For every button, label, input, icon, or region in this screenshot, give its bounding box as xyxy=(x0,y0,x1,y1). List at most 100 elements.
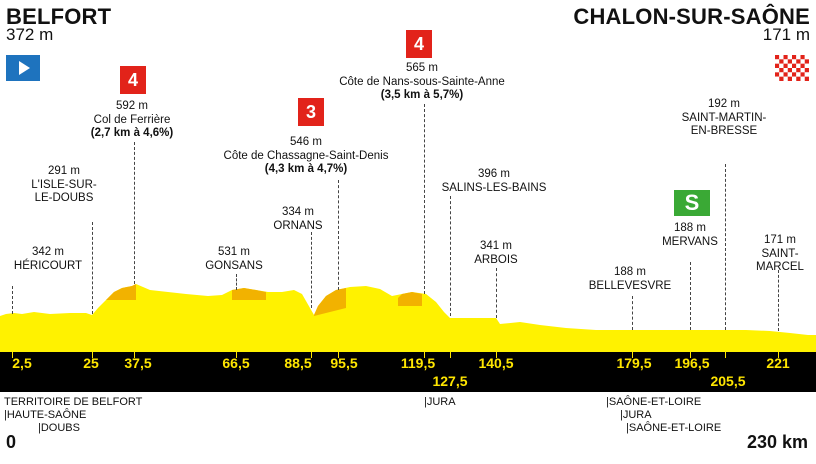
climb-chassagne xyxy=(314,288,346,316)
isle-altitude: 291 m xyxy=(48,165,80,177)
sprint-icon: S xyxy=(674,190,710,216)
nans-altitude: 565 m xyxy=(406,62,438,74)
km-tick xyxy=(496,352,497,358)
leader-hericourt xyxy=(12,286,13,314)
km-tick xyxy=(338,352,339,358)
start-altitude: 372 m xyxy=(6,25,54,44)
department-label: TERRITOIRE DE BELFORT xyxy=(4,396,143,408)
chassagne-altitude: 546 m xyxy=(290,136,322,148)
label-mervans: 188 m MERVANS xyxy=(662,222,718,249)
label-chassagne: 546 m Côte de Chassagne-Saint-Denis (4,3… xyxy=(224,136,389,177)
label-stmarcel: 171 m SAINT- MARCEL xyxy=(756,234,804,275)
km-marker: 140,5 xyxy=(478,355,514,371)
isle-name-2: LE-DOUBS xyxy=(34,192,94,204)
nans-detail: (3,5 km à 5,7%) xyxy=(380,89,464,101)
mervans-name: MERVANS xyxy=(662,235,718,248)
chassagne-name: Côte de Chassagne-Saint-Denis xyxy=(223,149,389,162)
label-isle: 291 m L'ISLE-SUR- LE-DOUBS xyxy=(31,165,96,206)
km-marker: 196,5 xyxy=(674,355,710,371)
km-band xyxy=(0,352,816,392)
km-tick xyxy=(632,352,633,358)
profile-fill xyxy=(0,284,816,352)
nans-name: Côte de Nans-sous-Sainte-Anne xyxy=(339,75,505,88)
km-tick xyxy=(92,352,93,358)
arbois-altitude: 341 m xyxy=(480,240,512,252)
km-marker: 127,5 xyxy=(432,373,468,389)
label-stmartin: 192 m SAINT-MARTIN- EN-BRESSE xyxy=(682,98,767,139)
km-marker: 119,5 xyxy=(400,355,436,371)
km-tick xyxy=(725,352,726,358)
climb-nans xyxy=(398,292,422,306)
mervans-altitude: 188 m xyxy=(674,222,706,234)
department-label: |SAÔNE-ET-LOIRE xyxy=(606,396,702,408)
finish-city: CHALON-SUR-SAÔNE xyxy=(573,4,810,29)
label-gonsans: 531 m GONSANS xyxy=(205,246,263,273)
climb-ferriere xyxy=(106,284,136,300)
start-city: BELFORT xyxy=(6,4,112,29)
department-label: |JURA xyxy=(424,396,456,408)
isle-name-1: L'ISLE-SUR- xyxy=(31,178,97,191)
category-4-badge-nans: 4 xyxy=(406,30,432,58)
stmartin-name-2: EN-BRESSE xyxy=(690,125,758,137)
leader-ferriere xyxy=(134,142,135,284)
department-label: |HAUTE-SAÔNE xyxy=(4,409,87,421)
salins-name: SALINS-LES-BAINS xyxy=(441,181,547,194)
arbois-name: ARBOIS xyxy=(474,253,518,266)
label-ferriere: 592 m Col de Ferrière (2,7 km à 4,6%) xyxy=(91,100,173,141)
stmarcel-name-1: SAINT- xyxy=(761,247,799,260)
km-tick xyxy=(134,352,135,358)
finish-altitude: 171 m xyxy=(762,25,810,44)
department-label: |DOUBS xyxy=(38,422,80,434)
km-tick xyxy=(311,352,312,358)
label-bellevesvre: 188 m BELLEVESVRE xyxy=(589,266,671,293)
km-tick xyxy=(778,352,779,358)
department-label: |JURA xyxy=(620,409,652,421)
ferriere-altitude: 592 m xyxy=(116,100,148,112)
km-marker: 179,5 xyxy=(616,355,652,371)
label-hericourt: 342 m HÉRICOURT xyxy=(14,246,82,273)
km-marker: 37,5 xyxy=(124,355,152,371)
leader-stmarcel xyxy=(778,270,779,331)
chassagne-detail: (4,3 km à 4,7%) xyxy=(264,163,348,175)
km-tick xyxy=(12,352,13,358)
elevation-profile xyxy=(0,284,816,352)
label-salins: 396 m SALINS-LES-BAINS xyxy=(442,168,547,195)
leader-arbois xyxy=(496,268,497,318)
leader-nans xyxy=(424,104,425,294)
distance-end: 230 km xyxy=(746,432,808,452)
hericourt-name: HÉRICOURT xyxy=(13,259,83,272)
label-ornans: 334 m ORNANS xyxy=(273,206,322,233)
sprint-label: S xyxy=(684,190,700,215)
leader-mervans xyxy=(690,262,691,330)
km-marker: 95,5 xyxy=(330,355,358,371)
label-arbois: 341 m ARBOIS xyxy=(474,240,517,267)
checkered-flag-icon xyxy=(775,55,809,81)
stmartin-name-1: SAINT-MARTIN- xyxy=(681,111,767,124)
stmartin-altitude: 192 m xyxy=(708,98,740,110)
leader-isle xyxy=(92,222,93,314)
bellevesvre-name: BELLEVESVRE xyxy=(588,279,672,292)
distance-start: 0 xyxy=(6,432,17,452)
ornans-name: ORNANS xyxy=(273,219,323,232)
category-3-badge-chassagne: 3 xyxy=(298,98,324,126)
leader-chassagne xyxy=(338,180,339,290)
km-tick xyxy=(690,352,691,358)
gonsans-name: GONSANS xyxy=(205,259,263,272)
km-marker: 88,5 xyxy=(284,355,312,371)
km-marker: 221 xyxy=(766,355,790,371)
stmarcel-name-2: MARCEL xyxy=(756,261,804,273)
leader-ornans xyxy=(311,232,312,308)
km-tick xyxy=(450,352,451,358)
bellevesvre-altitude: 188 m xyxy=(614,266,646,278)
km-tick xyxy=(236,352,237,358)
label-nans: 565 m Côte de Nans-sous-Sainte-Anne (3,5… xyxy=(339,62,505,103)
start-flag-icon xyxy=(6,55,40,81)
climb-gonsans xyxy=(232,288,266,300)
km-marker: 66,5 xyxy=(222,355,250,371)
department-label: |SAÔNE-ET-LOIRE xyxy=(626,422,722,434)
leader-gonsans xyxy=(236,274,237,290)
ferriere-name: Col de Ferrière xyxy=(93,113,171,126)
gonsans-altitude: 531 m xyxy=(218,246,250,258)
leader-salins xyxy=(450,196,451,316)
km-marker: 2,5 xyxy=(12,355,32,371)
